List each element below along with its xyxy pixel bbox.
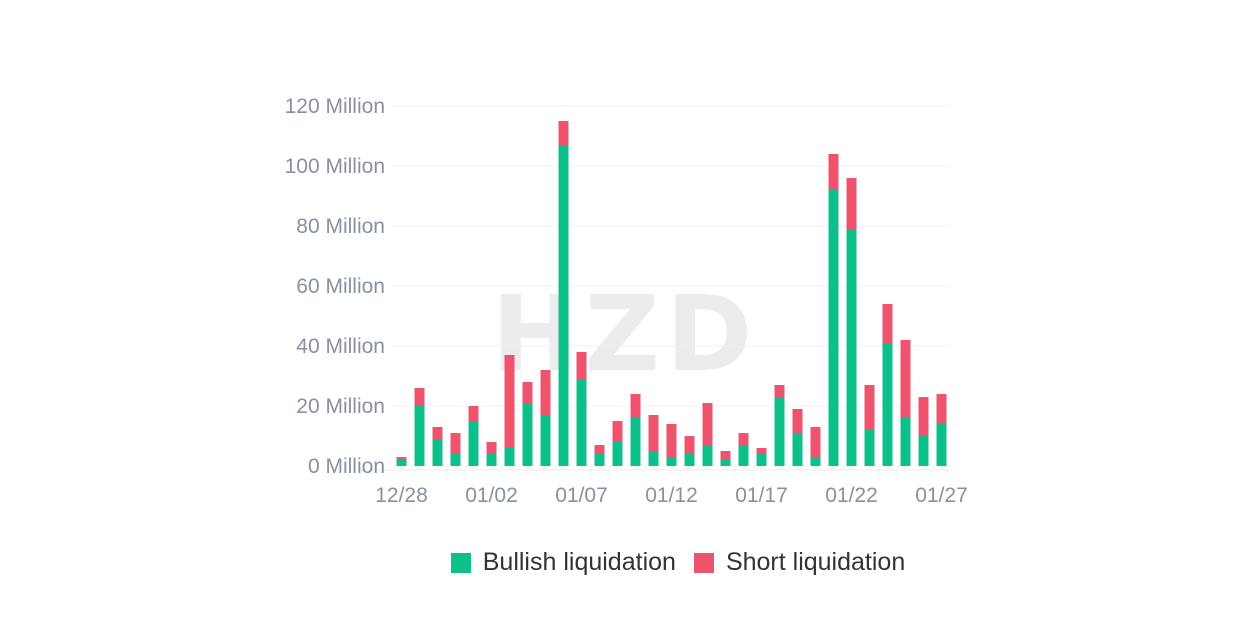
y-tick-label: 40 Million — [296, 335, 385, 358]
bar-bullish[interactable] — [396, 460, 407, 466]
bar-short[interactable] — [774, 385, 785, 397]
bar-bullish[interactable] — [882, 343, 893, 466]
x-tick-label: 01/07 — [555, 484, 608, 507]
bar-bullish[interactable] — [558, 145, 569, 466]
bar-bullish[interactable] — [702, 445, 713, 466]
bar-bullish[interactable] — [486, 454, 497, 466]
bar-short[interactable] — [918, 397, 929, 436]
bar-short[interactable] — [450, 433, 461, 454]
y-tick-label: 80 Million — [296, 215, 385, 238]
tick-labels: 0 Million 20 Million 40 Million 60 Million 8… — [285, 95, 968, 507]
legend-swatch-short — [693, 552, 714, 573]
x-tick-label: 01/27 — [915, 484, 968, 507]
bar-bullish[interactable] — [684, 454, 695, 466]
bar-bullish[interactable] — [936, 424, 947, 466]
legend-label-short: Short liquidation — [725, 548, 906, 576]
bar-bullish[interactable] — [774, 397, 785, 466]
bar-short[interactable] — [720, 451, 731, 460]
legend-item-short[interactable]: Short liquidation — [693, 548, 906, 577]
bar-short[interactable] — [900, 340, 911, 418]
bar-short[interactable] — [828, 154, 839, 190]
bar-bullish[interactable] — [594, 454, 605, 466]
bar-short[interactable] — [504, 355, 515, 448]
x-tick-label: 12/28 — [375, 484, 428, 507]
x-tick-label: 01/12 — [645, 484, 698, 507]
bar-bullish[interactable] — [828, 190, 839, 466]
bar-bullish[interactable] — [522, 403, 533, 466]
bar-bullish[interactable] — [792, 433, 803, 466]
bar-short[interactable] — [648, 415, 659, 451]
y-tick-label: 20 Million — [296, 395, 385, 418]
bar-bullish[interactable] — [720, 460, 731, 466]
legend: Bullish liquidation Short liquidation — [0, 548, 1254, 577]
legend-label-bullish: Bullish liquidation — [482, 548, 676, 576]
y-tick-label: 120 Million — [285, 95, 385, 118]
bar-bullish[interactable] — [450, 454, 461, 466]
bar-short[interactable] — [468, 406, 479, 421]
bar-short[interactable] — [738, 433, 749, 445]
x-tick-label: 01/17 — [735, 484, 788, 507]
bar-bullish[interactable] — [648, 451, 659, 466]
grid-lines — [392, 105, 950, 407]
bar-bullish[interactable] — [756, 454, 767, 466]
bar-short[interactable] — [612, 421, 623, 442]
bar-short[interactable] — [594, 445, 605, 454]
bar-short[interactable] — [486, 442, 497, 454]
bar-bullish[interactable] — [846, 229, 857, 466]
legend-swatch-bullish — [450, 552, 471, 573]
bar-short[interactable] — [792, 409, 803, 433]
bar-short[interactable] — [756, 448, 767, 454]
bar-short[interactable] — [540, 370, 551, 415]
bar-bullish[interactable] — [864, 430, 875, 466]
x-tick-label: 01/22 — [825, 484, 878, 507]
bar-short[interactable] — [432, 427, 443, 439]
bar-bullish[interactable] — [414, 406, 425, 466]
bar-short[interactable] — [576, 352, 587, 379]
bar-bullish[interactable] — [900, 418, 911, 466]
bar-short[interactable] — [522, 382, 533, 403]
bar-short[interactable] — [846, 178, 857, 229]
bar-short[interactable] — [702, 403, 713, 445]
bar-short[interactable] — [666, 424, 677, 457]
bar-bullish[interactable] — [666, 457, 677, 466]
bar-bullish[interactable] — [612, 442, 623, 466]
y-tick-label: 60 Million — [296, 275, 385, 298]
bar-short[interactable] — [630, 394, 641, 418]
bar-bullish[interactable] — [738, 445, 749, 466]
bars — [396, 121, 947, 466]
watermark-logo: HZD — [492, 273, 759, 395]
x-tick-label: 01/02 — [465, 484, 518, 507]
bar-short[interactable] — [882, 304, 893, 343]
bar-bullish[interactable] — [432, 439, 443, 466]
bar-short[interactable] — [558, 121, 569, 145]
bar-short[interactable] — [396, 457, 407, 460]
bar-short[interactable] — [414, 388, 425, 406]
y-tick-label: 100 Million — [285, 155, 385, 178]
bar-short[interactable] — [810, 427, 821, 457]
bar-bullish[interactable] — [810, 457, 821, 466]
bar-bullish[interactable] — [576, 379, 587, 466]
bar-short[interactable] — [936, 394, 947, 424]
legend-item-bullish[interactable]: Bullish liquidation — [450, 548, 676, 577]
bar-bullish[interactable] — [504, 448, 515, 466]
bar-bullish[interactable] — [918, 436, 929, 466]
y-tick-label: 0 Million — [308, 455, 385, 478]
bar-bullish[interactable] — [468, 421, 479, 466]
bar-short[interactable] — [864, 385, 875, 430]
bar-bullish[interactable] — [630, 418, 641, 466]
bar-bullish[interactable] — [540, 415, 551, 466]
bar-short[interactable] — [684, 436, 695, 454]
